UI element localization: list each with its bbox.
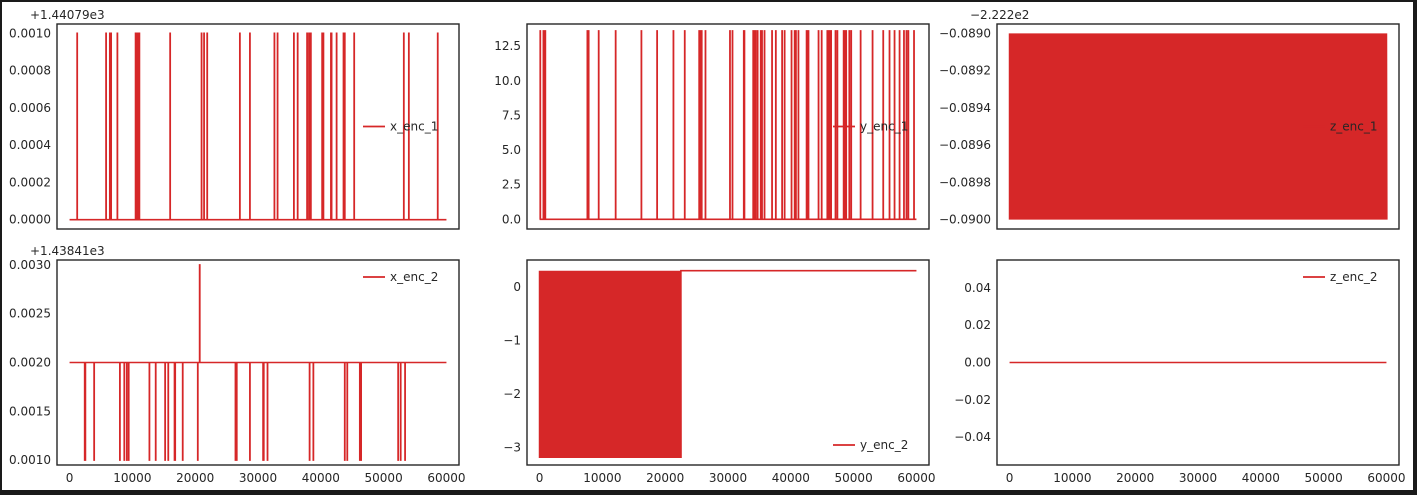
- y-tick-label: 0.00: [964, 356, 991, 370]
- legend-label: x_enc_2: [390, 270, 438, 284]
- x-tick-label: 40000: [302, 471, 340, 485]
- y-tick-label: −3: [503, 440, 521, 454]
- axes-frame: [56, 23, 460, 230]
- y-tick-label: −1: [503, 333, 521, 347]
- x-tick-label: 40000: [1242, 471, 1280, 485]
- y-tick-label: 0.0006: [9, 101, 51, 115]
- x-tick-label: 20000: [1116, 471, 1154, 485]
- x-tick-label: 40000: [772, 471, 810, 485]
- y-tick-label: 12.5: [494, 39, 521, 53]
- y-tick-label: 0.04: [964, 281, 991, 295]
- x-tick-label: 50000: [835, 471, 873, 485]
- x-tick-label: 30000: [239, 471, 277, 485]
- y-tick-label: −0.04: [954, 430, 991, 444]
- y-tick-label: −0.0892: [939, 64, 991, 78]
- legend-label: x_enc_1: [390, 120, 438, 134]
- legend-label: z_enc_1: [1330, 120, 1378, 134]
- y-tick-label: 0.0: [502, 212, 521, 226]
- series-line-x_enc_2: [69, 264, 447, 461]
- y-tick-label: 0: [513, 280, 521, 294]
- axis-offset-label: −2.222e2: [970, 8, 1029, 22]
- axes-frame: [996, 23, 1400, 230]
- series-line-z_enc_1: [1008, 33, 1388, 220]
- x-tick-label: 10000: [113, 471, 151, 485]
- x-tick-label: 0: [536, 471, 544, 485]
- axes-frame: [56, 259, 460, 466]
- y-tick-label: 0.02: [964, 318, 991, 332]
- x-tick-label: 20000: [646, 471, 684, 485]
- x-tick-label: 60000: [897, 471, 935, 485]
- subplot-z_enc_1: −0.0900 −0.0898 −0.0896 −0.0894 −0.0892 −0.08…: [939, 8, 1400, 230]
- axes-frame: [526, 23, 930, 230]
- axis-offset-label: +1.44079e3: [30, 8, 105, 22]
- y-tick-label: 0.0020: [9, 356, 51, 370]
- x-tick-label: 30000: [1179, 471, 1217, 485]
- series-line-x_enc_1: [69, 32, 447, 221]
- x-tick-label: 10000: [583, 471, 621, 485]
- y-tick-label: 0.0010: [9, 26, 51, 40]
- subplot-x_enc_2: 0.0010 0.0015 0.0020 0.0025 0.0030 0 10000 2000…: [9, 244, 466, 485]
- axes-frame: [526, 259, 930, 466]
- y-tick-label: −0.0898: [939, 175, 991, 189]
- y-tick-label: 0.0008: [9, 64, 51, 78]
- series-line-y_enc_1: [539, 30, 917, 221]
- subplot-x_enc_1: 0.0000 0.0002 0.0004 0.0006 0.0008 0.0010 +1.4…: [9, 8, 460, 230]
- subplot-z_enc_2: −0.04 −0.02 0.00 0.02 0.04 0 10000 20000 30000 40…: [954, 259, 1406, 485]
- y-tick-label: 7.5: [502, 108, 521, 122]
- y-tick-label: 0.0030: [9, 258, 51, 272]
- x-tick-label: 10000: [1053, 471, 1091, 485]
- y-tick-label: 0.0015: [9, 404, 51, 418]
- y-tick-label: 0.0000: [9, 213, 51, 227]
- legend-label: z_enc_2: [1330, 270, 1378, 284]
- y-tick-label: 2.5: [502, 178, 521, 192]
- y-tick-label: 0.0025: [9, 307, 51, 321]
- y-tick-label: 0.0002: [9, 175, 51, 189]
- subplot-y_enc_2: −3 −2 −1 0 0 10000 20000 30000 40000 50000 60000 y_…: [503, 259, 936, 485]
- x-tick-label: 60000: [427, 471, 465, 485]
- y-tick-label: −0.0894: [939, 101, 991, 115]
- y-tick-label: −0.0900: [939, 213, 991, 227]
- axes-frame: [996, 259, 1400, 466]
- y-tick-label: −0.02: [954, 393, 991, 407]
- plot-area: [527, 24, 929, 229]
- y-tick-label: 5.0: [502, 143, 521, 157]
- subplot-y_enc_1: 0.0 2.5 5.0 7.5 10.0 12.5 y_enc_1: [494, 23, 930, 230]
- legend-label: y_enc_2: [860, 438, 908, 452]
- x-tick-label: 30000: [709, 471, 747, 485]
- y-tick-label: 10.0: [494, 74, 521, 88]
- y-tick-label: −0.0890: [939, 26, 991, 40]
- x-tick-label: 0: [1006, 471, 1014, 485]
- legend-label: y_enc_1: [860, 120, 908, 134]
- x-tick-label: 50000: [1305, 471, 1343, 485]
- y-tick-label: 0.0010: [9, 453, 51, 467]
- series-line-y_enc_2: [538, 269, 917, 459]
- y-tick-label: −0.0896: [939, 138, 991, 152]
- x-tick-label: 0: [66, 471, 74, 485]
- x-tick-label: 20000: [176, 471, 214, 485]
- y-tick-label: −2: [503, 387, 521, 401]
- plot-area: [57, 24, 459, 229]
- x-tick-label: 50000: [365, 471, 403, 485]
- y-tick-label: 0.0004: [9, 138, 51, 152]
- x-tick-label: 60000: [1367, 471, 1405, 485]
- axis-offset-label: +1.43841e3: [30, 244, 105, 258]
